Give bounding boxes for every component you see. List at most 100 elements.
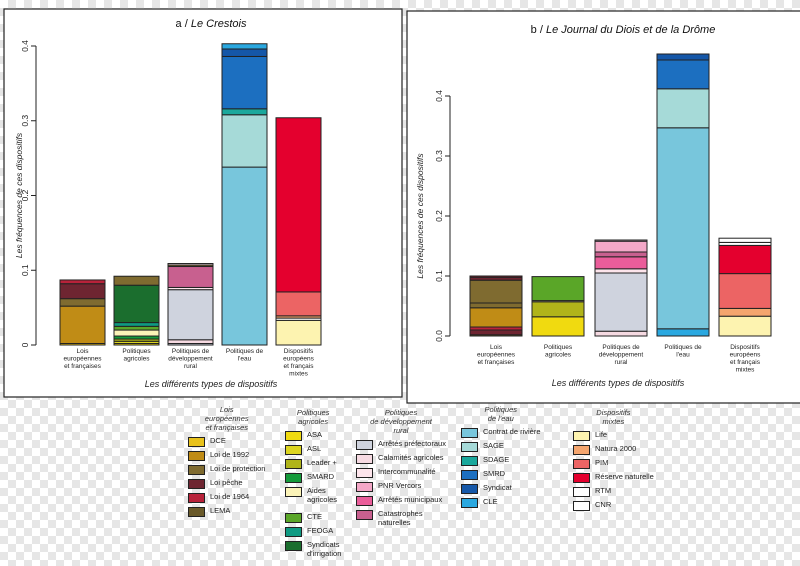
legend-swatch [461, 442, 478, 452]
legend-item: SDAGE [461, 455, 541, 469]
legend-swatch [188, 493, 205, 503]
legend-item: Syndicat [461, 483, 541, 497]
bar-segment [594, 256, 648, 270]
legend-swatch [356, 468, 373, 478]
bar-segment [718, 237, 772, 243]
legend-swatch [356, 440, 373, 450]
legend-swatch [356, 510, 373, 520]
bar-segment [113, 275, 160, 286]
legend-label: Intercommunalité [378, 467, 436, 476]
bar-segment [656, 59, 710, 90]
legend-item: Leader + [285, 458, 341, 472]
legend-swatch [461, 428, 478, 438]
legend-item: PNR Vercors [356, 481, 446, 495]
legend-group: Politiques agricoles ASA ASL Leader + SMARD A… [285, 408, 341, 566]
legend-label: RTM [595, 486, 612, 495]
category-label: Politiques de développement rural [599, 344, 644, 366]
legend-label: ASL [307, 444, 322, 453]
legend-item: ASA [285, 430, 341, 444]
y-axis-label: Les fréquences de ces dispositifs [415, 153, 425, 279]
legend-item: LEMA [188, 506, 265, 520]
legend-label: CTE [307, 512, 322, 521]
bar-segment [275, 291, 322, 317]
legend-label: Contrat de rivière [483, 427, 541, 436]
bar-1 [469, 275, 523, 337]
bar-segment [59, 283, 106, 300]
legend-swatch [573, 501, 590, 511]
y-tick-label: 0.2 [434, 210, 444, 222]
legend-label: Arrêtés préfectoraux [378, 439, 446, 448]
x-axis-label: Les différents types de dispositifs [145, 379, 278, 389]
legend-group: Politiques de développement rural Arrêtés… [356, 408, 446, 535]
legend-item: SAGE [461, 441, 541, 455]
legend-group-title: Dispositifs mixtes [596, 408, 631, 426]
y-axis-label: Les fréquences de ces dispositifs [14, 132, 24, 258]
legend-label: FEOGA [307, 526, 334, 535]
bar-segment [113, 329, 160, 337]
legend-item: Life [573, 430, 654, 444]
bar-segment [718, 307, 772, 317]
legend-label: CNR [595, 500, 612, 509]
legend-item: RTM [573, 486, 654, 500]
bar-segment [531, 276, 585, 302]
legend-item: DCE [188, 436, 265, 450]
legend-item: Aides agricoles [285, 486, 341, 512]
legend-item: Syndicats d'irrigation [285, 540, 341, 566]
legend-swatch [461, 498, 478, 508]
bar-segment [221, 55, 268, 110]
bar-segment [656, 127, 710, 330]
bar-1 [59, 279, 106, 346]
bar-segment [275, 319, 322, 346]
bar-segment [656, 53, 710, 61]
legend-swatch [573, 473, 590, 483]
legend-item: Intercommunalité [356, 467, 446, 481]
legend-swatch [285, 513, 302, 523]
bar-segment [531, 316, 585, 337]
legend-label: Aides agricoles [307, 486, 338, 504]
legend-label: LEMA [210, 506, 231, 515]
bar-segment [594, 268, 648, 274]
bar-3 [594, 239, 648, 337]
legend-swatch [285, 541, 302, 551]
legend-label: Loi de 1992 [210, 450, 250, 459]
y-tick-label: 0.3 [20, 115, 30, 127]
bar-segment [221, 108, 268, 116]
y-tick-label: 0.1 [20, 264, 30, 276]
legend-swatch [188, 507, 205, 517]
legend-label: DCE [210, 436, 226, 445]
bar-segment [59, 298, 106, 307]
bar-segment [594, 240, 648, 253]
category-label: Politiques de l'eau [664, 344, 702, 359]
y-tick-label: 0.3 [434, 150, 444, 162]
legend-item: PIM [573, 458, 654, 472]
bar-segment [221, 43, 268, 50]
chart-a: a / Le Crestois 0 0.1 0.2 0.3 0.4 Les fréquenc… [3, 8, 403, 398]
legend-item: CLE [461, 497, 541, 511]
legend-label: Natura 2000 [595, 444, 637, 453]
bar-segment [594, 330, 648, 337]
legend-swatch [356, 454, 373, 464]
legend-label: Leader + [307, 458, 337, 467]
legend-swatch [461, 484, 478, 494]
legend-group-title: Lois européennes et françaises [204, 405, 249, 432]
legend-label: Loi de protection [210, 464, 266, 473]
legend-item: CTE [285, 512, 341, 526]
legend-swatch [285, 431, 302, 441]
legend-label: Arrêtés municipaux [378, 495, 443, 504]
legend-swatch [285, 459, 302, 469]
legend-label: SMRD [483, 469, 506, 478]
bar-3 [167, 263, 214, 346]
legend-swatch [188, 465, 205, 475]
y-tick-label: 0.4 [20, 40, 30, 52]
legend-group-title: Politiques de l'eau [484, 405, 518, 423]
legend-item: Loi pêche [188, 478, 265, 492]
legend-label: Loi pêche [210, 478, 243, 487]
legend-item: Arrêtés préfectoraux [356, 439, 446, 453]
bar-segment [221, 48, 268, 57]
legend-item: ASL [285, 444, 341, 458]
bar-2 [113, 275, 160, 346]
chart-frame [406, 10, 800, 404]
legend-item: Loi de protection [188, 464, 265, 478]
bar-segment [167, 263, 214, 266]
category-label: Politiques de l'eau [226, 348, 264, 363]
